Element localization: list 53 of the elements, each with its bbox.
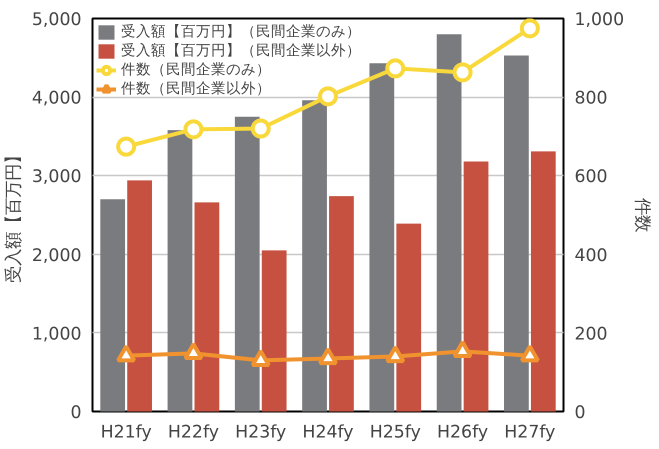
x-tick-label: H27fy [504, 422, 556, 442]
y-tick-label: 2,000 [32, 246, 82, 266]
bar [194, 202, 220, 412]
bar [464, 162, 488, 412]
legend-label: 受入額【百万円】（民間企業のみ） [121, 22, 361, 41]
bar [530, 151, 556, 412]
y2-tick-label: 0 [574, 403, 586, 423]
bar [127, 180, 152, 412]
point [183, 342, 204, 360]
point [385, 345, 406, 364]
y2-axis-title: 件数 [632, 198, 652, 232]
point [520, 344, 540, 362]
point [250, 349, 271, 368]
bar [302, 100, 327, 412]
y-axis-title: 受入額【百万円】 [4, 147, 24, 283]
x-tick-label: H21fy [100, 422, 152, 442]
point [520, 18, 540, 38]
point [116, 136, 136, 157]
x-tick-label: H26fy [437, 422, 488, 442]
point [183, 119, 204, 140]
y-tick-label: 3,000 [32, 167, 82, 188]
bar [100, 199, 126, 412]
x-tick-label: H25fy [370, 422, 421, 442]
legend-label: 件数（民間企業以外） [121, 79, 271, 98]
bar [396, 224, 422, 412]
y-tick-label: 1,000 [32, 324, 82, 344]
x-tick-label: H23fy [235, 422, 286, 442]
y2-tick-label: 200 [574, 324, 608, 344]
point [452, 340, 473, 358]
bar [504, 55, 529, 412]
y2-tick-label: 1,000 [574, 10, 624, 30]
point [452, 62, 473, 82]
x-tick-label: H24fy [302, 422, 354, 442]
y2-tick-label: 400 [574, 246, 608, 266]
bar [436, 34, 462, 412]
point [318, 347, 338, 366]
y-tick-label: 0 [70, 403, 82, 423]
bar [168, 130, 192, 412]
x-tick-label: H22fy [168, 422, 220, 442]
y-tick-label: 5,000 [32, 10, 82, 30]
bar [262, 250, 287, 412]
point [116, 344, 136, 362]
point [385, 58, 406, 78]
bar [234, 116, 260, 412]
point [250, 118, 271, 139]
bar [329, 196, 354, 412]
y2-tick-label: 800 [574, 88, 608, 109]
legend-label: 受入額【百万円】（民間企業以外） [121, 41, 361, 60]
legend-label: 件数（民間企業のみ） [121, 60, 271, 79]
y-tick-label: 4,000 [32, 88, 82, 109]
bar [369, 63, 394, 412]
point [318, 86, 338, 106]
y2-tick-label: 600 [574, 167, 608, 188]
